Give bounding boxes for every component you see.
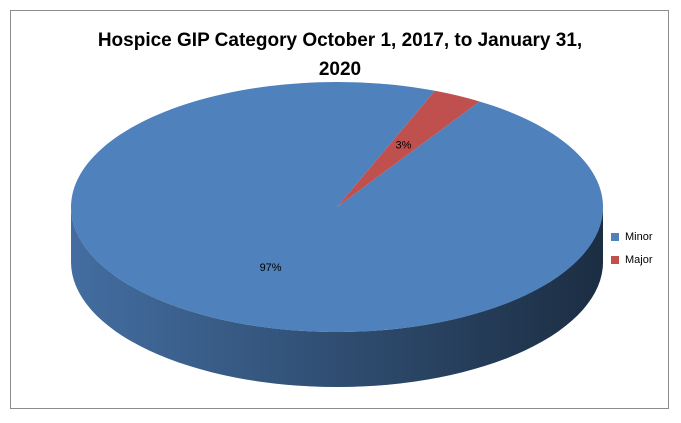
chart-frame: [10, 10, 669, 409]
legend-label: Major: [625, 254, 653, 266]
legend-label: Minor: [625, 231, 653, 243]
slice: [71, 82, 604, 333]
data-label: 3%: [395, 140, 411, 152]
slice: [337, 90, 480, 207]
slice-side-shade: [71, 207, 603, 387]
data-label: 97%: [260, 262, 282, 274]
legend-swatch: [611, 256, 619, 264]
chart-title: Hospice GIP Category October 1, 2017, to…: [97, 30, 583, 80]
legend-swatch: [611, 233, 619, 241]
